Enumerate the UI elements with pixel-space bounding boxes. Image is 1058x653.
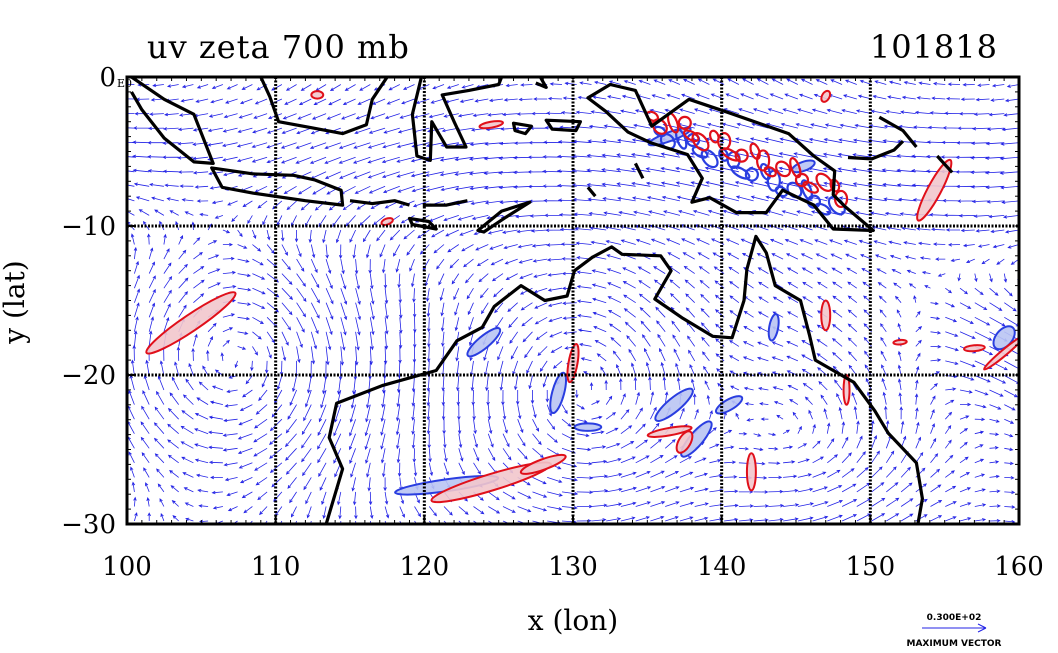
time-label: 101818	[870, 28, 998, 66]
lat-lon-grid	[127, 77, 1019, 524]
positive-zeta-wave	[756, 149, 771, 172]
negative-zeta-wave	[744, 167, 759, 182]
negative-zeta-region	[791, 159, 816, 174]
coastline-timor	[476, 200, 532, 234]
positive-zeta-wave	[717, 132, 732, 151]
x-tick-label: 110	[251, 552, 301, 582]
coastline-halmahera	[535, 77, 548, 89]
coastline-flores	[422, 199, 468, 207]
negative-zeta-region	[573, 422, 603, 432]
positive-zeta-region	[519, 453, 567, 475]
positive-vorticity-contours	[145, 89, 1019, 504]
positive-zeta-wave	[734, 148, 749, 163]
positive-zeta-wave	[708, 129, 720, 144]
x-axis-ticks: 100 110 120 130 140 150 160	[102, 77, 1044, 582]
coastline-buru	[511, 121, 533, 136]
coastline-aru	[633, 162, 645, 180]
y-axis-label: y (lat)	[0, 260, 31, 344]
reference-vector-value: 0.300E+02	[927, 613, 982, 623]
positive-zeta-wave	[833, 189, 849, 209]
negative-zeta-region	[654, 387, 694, 422]
y-axis-ticks: 0 −10 −20 −30	[61, 63, 1019, 540]
x-tick-label: 150	[846, 552, 896, 582]
coastline-tanimbar	[586, 186, 597, 198]
positive-zeta-region	[820, 299, 832, 332]
positive-zeta-wave	[720, 147, 741, 162]
y-tick-label: −20	[61, 361, 116, 391]
y-tick-label: 0	[99, 63, 116, 93]
negative-zeta-region	[714, 395, 744, 415]
negative-zeta-region	[767, 313, 780, 342]
positive-zeta-region	[842, 374, 851, 406]
coastline-sumatra	[130, 77, 215, 165]
negative-zeta-wave	[691, 145, 709, 159]
reference-vector-arrowhead	[977, 623, 987, 633]
coastline-java	[210, 166, 345, 207]
x-tick-label: 130	[548, 552, 598, 582]
positive-zeta-region	[646, 425, 693, 438]
positive-zeta-region	[745, 452, 757, 492]
positive-zeta-wave	[794, 172, 810, 188]
coastline-new-britain	[847, 139, 905, 161]
coastline-bali-lombok-sumbawa	[349, 199, 410, 207]
negative-zeta-region	[549, 371, 568, 415]
coastline-bougainville	[936, 154, 954, 174]
positive-zeta-region	[963, 344, 986, 353]
negative-zeta-region	[647, 126, 692, 147]
x-tick-label: 120	[400, 552, 450, 582]
positive-zeta-wave	[815, 172, 834, 192]
y-tick-label: −10	[61, 212, 116, 242]
coastline-seram	[544, 118, 582, 133]
positive-zeta-wave	[682, 129, 700, 143]
positive-zeta-region	[380, 217, 394, 226]
x-tick-label: 140	[697, 552, 747, 582]
positive-zeta-region	[310, 90, 325, 100]
coastlines	[130, 77, 954, 524]
coastline-sumba	[407, 216, 438, 231]
positive-zeta-region	[916, 158, 953, 222]
positive-zeta-region	[892, 338, 908, 346]
wind-vector-field	[127, 78, 1019, 524]
plot-area	[127, 77, 1019, 524]
x-tick-label: 160	[994, 552, 1044, 582]
negative-zeta-region	[466, 327, 502, 358]
positive-zeta-wave	[677, 115, 692, 130]
negative-zeta-wave	[800, 179, 813, 201]
coastline-borneo	[259, 77, 389, 136]
positive-zeta-region	[983, 334, 1019, 371]
positive-zeta-wave	[763, 165, 777, 178]
x-tick-label: 100	[102, 552, 152, 582]
x-axis-label: x (lon)	[528, 604, 618, 637]
plot-title: uv zeta 700 mb	[147, 28, 410, 66]
reference-vector-legend: 0.300E+02 MAXIMUM VECTOR	[906, 613, 1001, 649]
coastline-australia	[324, 234, 924, 524]
positive-zeta-region	[820, 89, 832, 103]
y-tick-label: −30	[61, 510, 116, 540]
wind-vectors	[127, 78, 1019, 524]
positive-zeta-region	[478, 120, 504, 130]
positive-zeta-wave	[775, 160, 792, 178]
positive-zeta-region	[675, 430, 694, 454]
positive-zeta-wave	[789, 157, 802, 179]
reference-vector-caption: MAXIMUM VECTOR	[906, 639, 1001, 649]
corner-note: E0	[117, 77, 132, 90]
positive-zeta-region	[566, 343, 580, 384]
negative-vorticity-contours	[394, 125, 1016, 496]
coastline-new-ireland	[878, 115, 918, 149]
coastline-sulawesi	[410, 77, 504, 162]
negative-zeta-wave	[730, 165, 751, 180]
positive-zeta-region	[145, 291, 237, 355]
positive-zeta-wave	[802, 180, 819, 194]
coastline-new-guinea	[586, 82, 875, 233]
positive-zeta-wave	[651, 118, 668, 135]
positive-zeta-wave	[691, 132, 710, 152]
